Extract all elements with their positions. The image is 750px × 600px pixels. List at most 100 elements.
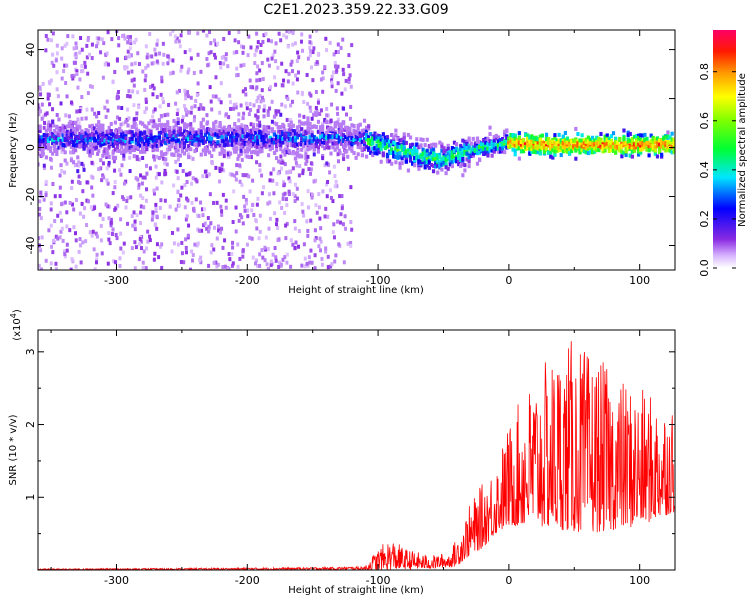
spectrogram-cell [442,160,446,165]
spectrogram-cell [429,162,434,167]
spectrogram-cell [212,147,216,152]
spectrogram-cell [262,185,266,190]
spectrogram-cell [580,144,584,149]
spectrogram-cell [105,178,109,183]
spectrogram-cell [346,132,350,137]
spectrogram-cell [333,141,337,146]
spectrogram-cell [48,148,53,153]
spectrogram-cell [327,134,331,139]
spectrogram-cell [249,85,253,90]
spectrogram-cell [180,146,185,151]
spectrogram-cell [517,131,521,136]
spectrogram-cell [281,131,285,136]
spectrogram-cell [457,155,461,160]
spectrogram-cell [101,142,105,147]
spectrogram-cell [343,87,347,92]
spectrogram-cell [645,140,649,145]
spectrogram-cell [277,125,281,130]
spectrogram-cell [231,220,235,225]
spectrogram-cell [356,141,360,146]
spectrogram-cell [279,138,283,143]
spectrogram-cell [637,133,641,138]
spectrogram-cell [431,157,436,162]
spectrogram-cell [379,143,383,148]
spectrogram-cell [300,147,304,152]
spectrogram-cell [122,141,126,146]
spectrogram-cell [498,138,503,143]
spectrogram-cell [76,127,80,132]
spectrogram-cell [214,143,218,148]
spectrogram-cell [494,142,498,147]
spectrogram-cell [302,213,306,218]
spectrogram-cell [170,139,174,144]
spectrogram-cell [333,121,337,126]
spectrogram-cell [117,43,121,48]
spectrogram-cell [153,157,157,162]
spectrogram-cell [145,142,149,147]
spectrogram-cell [557,141,561,146]
spectrogram-cell [122,138,126,143]
spectrogram-cell [274,255,278,260]
spectrogram-cell [367,137,371,142]
spectrogram-cell [580,133,584,138]
spectrogram-cell [356,136,360,141]
spectrogram-cell [118,138,122,143]
spectrogram-cell [256,196,260,201]
spectrogram-cell [413,163,417,168]
spectrogram-cell [61,238,65,243]
spectrogram-cell [191,134,195,139]
spectrogram-cell [318,138,323,143]
x-tick-label: 0 [505,274,512,287]
spectrogram-cell [381,151,385,156]
spectrogram-cell [75,71,79,76]
spectrogram-cell [178,44,182,49]
spectrogram-cell [532,149,536,154]
spectrogram-cell [228,135,233,140]
spectrogram-cell [256,40,260,45]
spectrogram-cell [325,182,329,187]
spectrogram-cell [134,245,138,250]
spectrogram-cell [666,142,670,147]
spectrogram-cell [51,134,55,139]
spectrogram-cell [220,167,224,172]
spectrogram-cell [616,140,620,145]
spectrogram-cell [205,145,209,150]
spectrogram-cell [528,151,532,156]
spectrogram-cell [214,119,218,124]
spectrogram-cell [195,136,199,141]
spectrogram-cell [116,105,120,110]
spectrogram-cell [113,155,118,160]
spectrogram-cell [519,145,524,150]
spectrogram-cell [65,141,69,146]
spectrogram-cell [74,238,78,243]
spectrogram-cell [48,102,52,107]
spectrogram-cell [269,171,273,176]
spectrogram-cell [655,144,660,149]
spectrogram-cell [321,153,325,158]
spectrogram-cell [260,248,264,253]
spectrogram-cell [233,146,237,151]
spectrogram-cell [315,60,319,65]
spectrogram-cell [345,112,349,117]
spectrogram-cell [144,97,148,102]
spectrogram-cell [141,143,145,148]
spectrogram-cell [137,185,141,190]
spectrogram-cell [465,139,469,144]
spectrogram-cell [381,139,385,144]
spectrogram-cell [78,125,82,130]
spectrogram-cell [74,264,78,269]
spectrogram-cell [254,143,258,148]
spectrogram-cell [488,141,492,146]
spectrogram-cell [440,144,444,149]
spectrogram-cell [184,245,188,250]
spectrogram-cell [107,237,111,242]
spectrogram-cell [408,146,413,151]
spectrogram-cell [511,133,515,138]
spectrogram-cell [408,157,413,162]
spectrogram-cell [116,145,120,150]
spectrogram-cell [105,140,109,145]
spectrogram-cell [237,112,241,117]
spectrogram-cell [643,140,647,145]
spectrogram-cell [122,181,126,186]
spectrogram-cell [231,261,235,266]
